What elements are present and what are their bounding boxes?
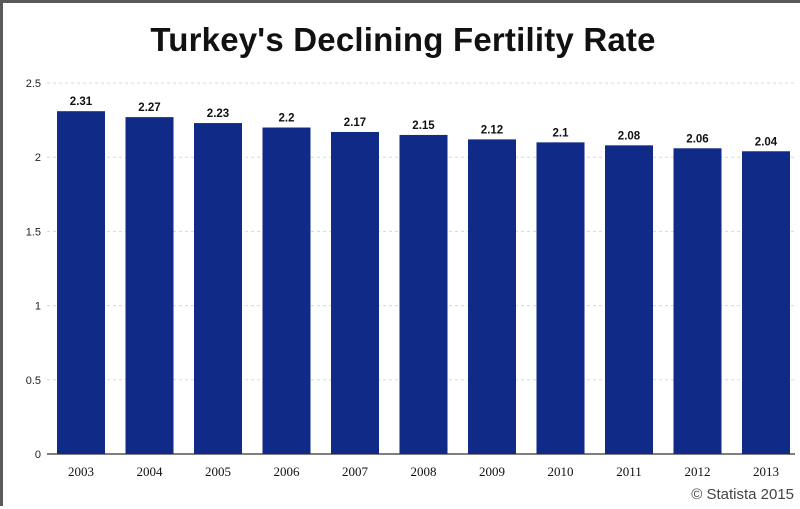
y-tick-label: 2.5 (26, 78, 41, 90)
bar (331, 131, 379, 455)
x-tick-label: 2011 (616, 464, 642, 479)
y-tick-label: 0 (35, 449, 41, 461)
data-label: 2.2 (279, 113, 295, 125)
data-label: 2.15 (412, 120, 435, 132)
bar (399, 134, 448, 454)
data-label: 2.06 (686, 133, 708, 145)
x-tick-label: 2012 (685, 464, 711, 479)
data-label: 2.12 (481, 124, 503, 136)
y-tick-label: 0.5 (26, 375, 41, 387)
x-tick-label: 2009 (479, 464, 505, 479)
bar (262, 127, 311, 455)
bar (468, 139, 516, 454)
bar (742, 151, 790, 455)
data-label: 2.08 (618, 130, 641, 142)
bar (536, 142, 585, 455)
x-tick-label: 2006 (274, 464, 301, 479)
x-tick-label: 2004 (137, 464, 164, 479)
bar-chart: 0 0.5 1 1.5 2 2.5 2.31 2003 2.27 2004 2.23 2005 2.2 2… (26, 78, 795, 479)
x-tick-label: 2003 (68, 464, 94, 479)
x-tick-label: 2007 (342, 464, 369, 479)
bar (125, 117, 174, 454)
y-tick-label: 1.5 (26, 226, 41, 238)
data-label: 2.31 (70, 96, 93, 108)
data-label: 2.23 (207, 108, 229, 120)
bar (673, 148, 722, 454)
bar (57, 111, 105, 455)
x-tick-label: 2008 (411, 464, 437, 479)
data-label: 2.1 (553, 127, 570, 139)
data-label: 2.27 (138, 102, 160, 114)
data-label: 2.04 (755, 136, 778, 148)
source-credit: © Statista 2015 (691, 486, 794, 503)
chart-title: Turkey's Declining Fertility Rate (150, 21, 656, 58)
bar (605, 145, 653, 454)
y-tick-label: 1 (35, 301, 41, 313)
bar (194, 123, 242, 455)
data-label: 2.17 (344, 117, 366, 129)
x-tick-label: 2010 (548, 464, 574, 479)
x-tick-label: 2013 (753, 464, 779, 479)
x-tick-label: 2005 (205, 464, 231, 479)
y-tick-label: 2 (35, 152, 41, 164)
